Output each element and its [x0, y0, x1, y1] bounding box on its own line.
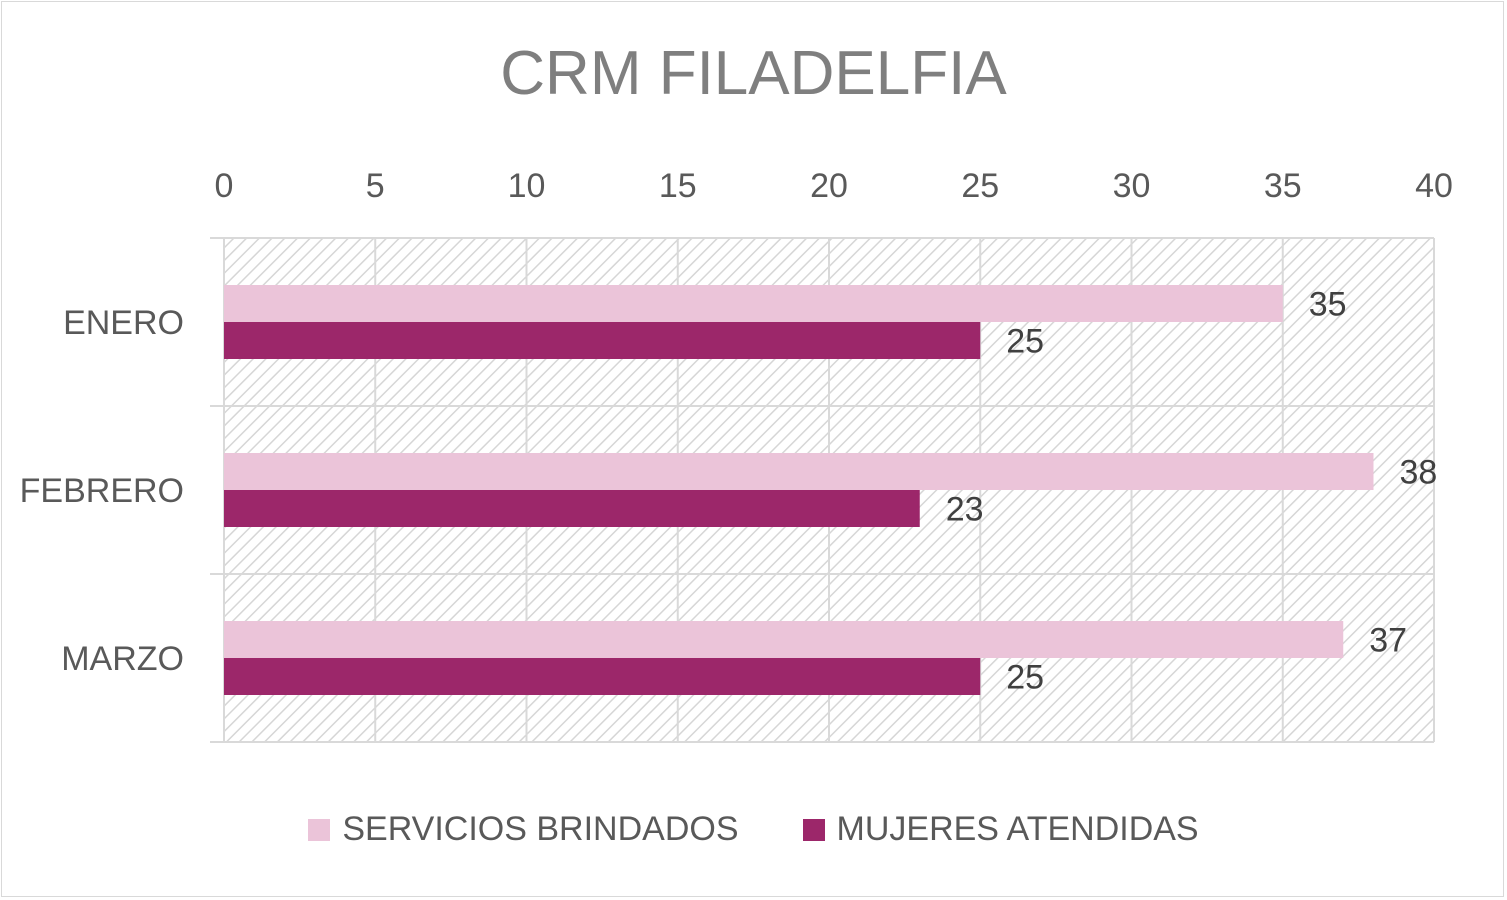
legend-label-servicios: SERVICIOS BRINDADOS — [342, 810, 739, 848]
x-tick-label: 40 — [1415, 167, 1453, 205]
legend-swatch-servicios — [308, 818, 331, 841]
legend-label-mujeres: MUJERES ATENDIDAS — [836, 810, 1199, 848]
legend-item-mujeres: MUJERES ATENDIDAS — [802, 810, 1199, 849]
x-tick-label: 0 — [215, 167, 234, 205]
bar-servicios — [224, 453, 1374, 490]
data-label: 23 — [946, 491, 984, 529]
x-tick-label: 25 — [961, 167, 999, 205]
x-tick-label: 10 — [508, 167, 546, 205]
x-tick-label: 5 — [366, 167, 385, 205]
category-label: MARZO — [61, 640, 184, 678]
bar-servicios — [224, 621, 1344, 658]
legend-item-servicios: SERVICIOS BRINDADOS — [308, 810, 739, 849]
x-tick-label: 35 — [1264, 167, 1302, 205]
bar-servicios — [224, 285, 1283, 322]
data-label: 25 — [1006, 659, 1044, 697]
x-tick-label: 15 — [659, 167, 697, 205]
data-label: 37 — [1369, 622, 1407, 660]
data-label: 25 — [1006, 323, 1044, 361]
x-tick-label: 30 — [1113, 167, 1151, 205]
legend: SERVICIOS BRINDADOS MUJERES ATENDIDAS — [0, 810, 1507, 849]
data-label: 38 — [1400, 454, 1438, 492]
category-label: FEBRERO — [20, 472, 184, 510]
bar-mujeres — [224, 658, 981, 695]
category-label: ENERO — [63, 304, 184, 342]
chart-title: CRM FILADELFIA — [500, 39, 1007, 108]
data-label: 35 — [1309, 286, 1347, 324]
legend-swatch-mujeres — [802, 818, 825, 841]
bar-mujeres — [224, 322, 981, 359]
bar-mujeres — [224, 490, 920, 527]
x-tick-label: 20 — [810, 167, 848, 205]
